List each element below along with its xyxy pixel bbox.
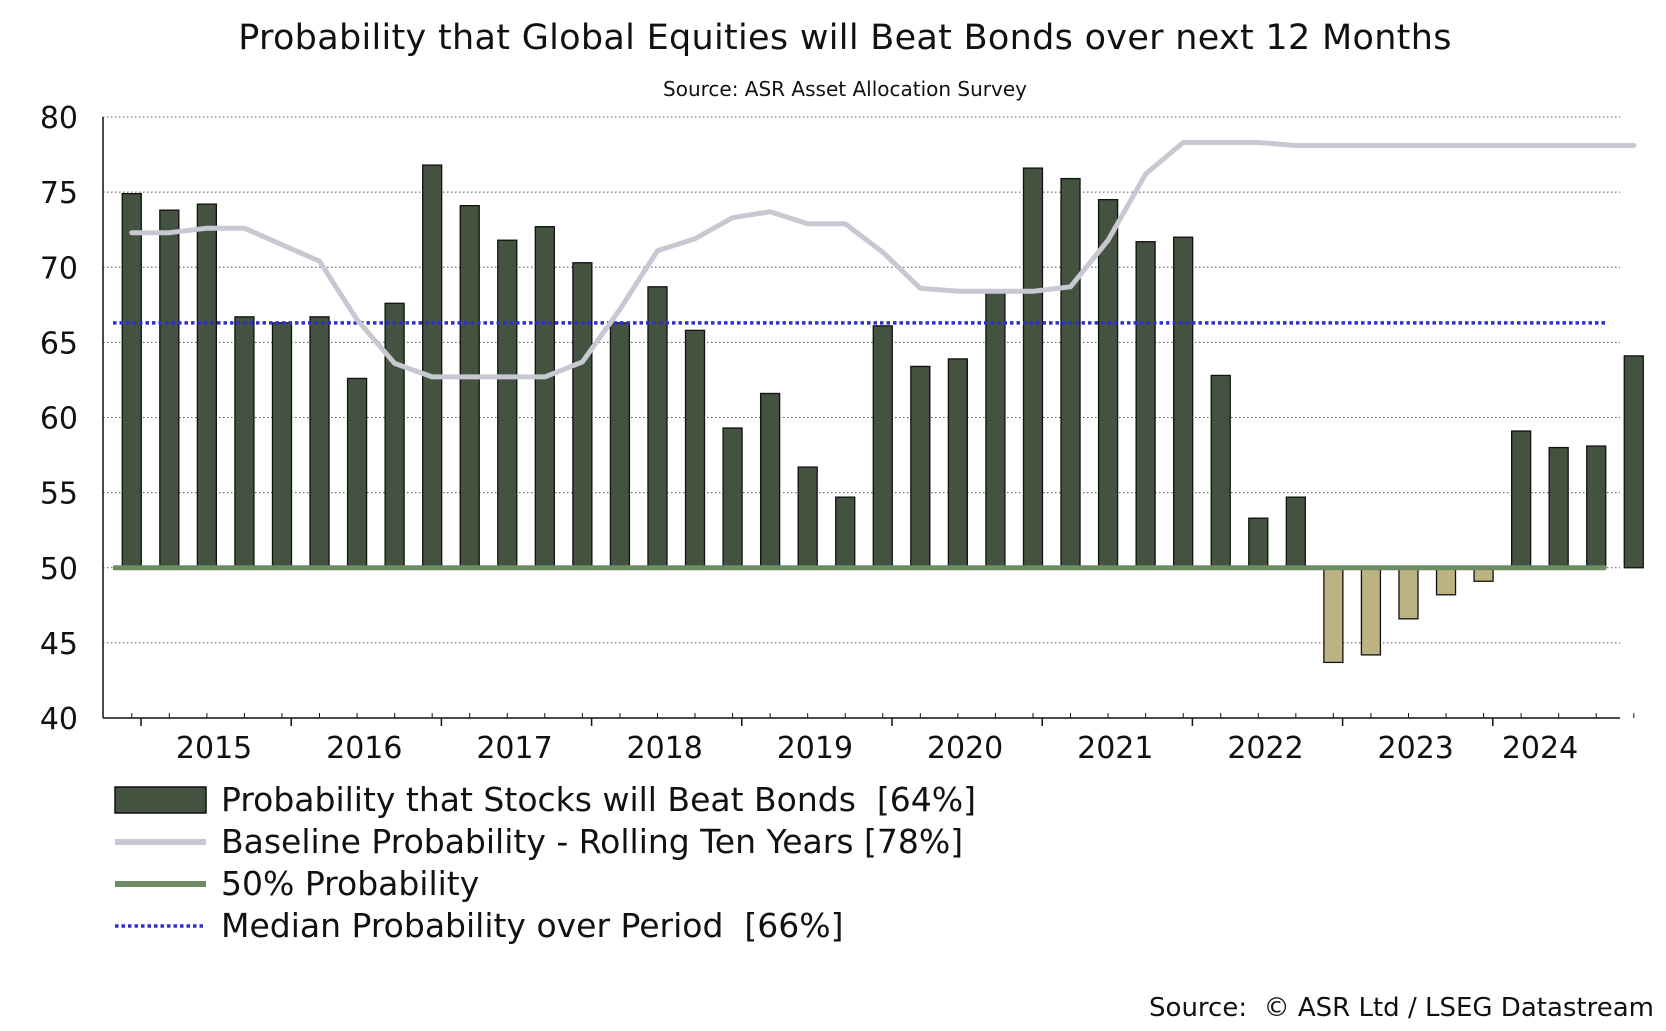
bar bbox=[121, 192, 142, 569]
bar bbox=[1022, 167, 1044, 569]
bar bbox=[1548, 446, 1569, 569]
bar bbox=[1210, 374, 1231, 569]
bar bbox=[459, 204, 480, 569]
chart-subtitle: Source: ASR Asset Allocation Survey bbox=[663, 77, 1027, 101]
bar bbox=[1285, 496, 1306, 569]
legend-item-median: Median Probability over Period [66%] bbox=[113, 906, 1113, 946]
y-tick-label: 50 bbox=[40, 552, 78, 587]
reference-lines bbox=[113, 321, 1606, 571]
x-tick-label: 2015 bbox=[176, 731, 252, 766]
x-tick-label: 2022 bbox=[1227, 731, 1303, 766]
legend-label-median: Median Probability over Period [66%] bbox=[221, 906, 844, 945]
y-tick-label: 45 bbox=[40, 627, 78, 662]
bar bbox=[1510, 430, 1532, 569]
bar bbox=[1173, 236, 1194, 569]
bar bbox=[722, 427, 743, 569]
y-tick-label: 65 bbox=[40, 326, 78, 361]
legend-item-fifty: 50% Probability bbox=[113, 864, 1113, 904]
bar bbox=[1060, 177, 1081, 569]
bar bbox=[159, 209, 180, 569]
bar bbox=[1586, 445, 1607, 569]
axis-layer: 40 45 50 55 60 65 70 75 80 2015 2016 2017 2018 2019 20… bbox=[40, 101, 1635, 766]
bar bbox=[759, 392, 781, 569]
bar bbox=[797, 466, 818, 569]
source-footer: Source: © ASR Ltd / LSEG Datastream bbox=[1149, 993, 1654, 1023]
bar bbox=[910, 365, 931, 569]
x-tick-label: 2021 bbox=[1077, 731, 1153, 766]
bar bbox=[234, 316, 255, 569]
bar bbox=[572, 262, 593, 569]
y-tick-label: 80 bbox=[40, 101, 78, 136]
bar bbox=[309, 316, 330, 569]
bar bbox=[534, 226, 555, 569]
legend-label-baseline: Baseline Probability - Rolling Ten Years… bbox=[221, 822, 964, 861]
y-tick-label: 40 bbox=[40, 702, 78, 737]
bar bbox=[647, 286, 668, 569]
y-tick-label: 75 bbox=[40, 176, 78, 211]
legend-item-baseline: Baseline Probability - Rolling Ten Years… bbox=[113, 822, 1113, 862]
y-tick-label: 55 bbox=[40, 477, 78, 512]
x-tick-label: 2016 bbox=[326, 731, 402, 766]
legend-swatch-bar bbox=[114, 786, 207, 814]
bar bbox=[835, 496, 856, 569]
baseline-line bbox=[129, 140, 1637, 380]
bar bbox=[684, 329, 706, 569]
legend-swatch-fifty bbox=[115, 881, 206, 887]
bar bbox=[422, 164, 443, 569]
legend-item-stocks: Probability that Stocks will Beat Bonds … bbox=[113, 780, 1113, 820]
bar bbox=[609, 322, 631, 569]
x-tick-label: 2017 bbox=[476, 731, 552, 766]
x-tick-label: 2024 bbox=[1502, 731, 1578, 766]
bar bbox=[1248, 517, 1269, 569]
bar-layer bbox=[121, 164, 1644, 664]
bar bbox=[1360, 567, 1382, 656]
grid-layer bbox=[103, 116, 1620, 644]
bar bbox=[1398, 567, 1419, 620]
x-tick-label: 2018 bbox=[627, 731, 703, 766]
bar bbox=[196, 203, 218, 569]
chart-title: Probability that Global Equities will Be… bbox=[238, 18, 1452, 58]
x-tick-label: 2023 bbox=[1378, 731, 1454, 766]
bar bbox=[1623, 355, 1644, 569]
legend-swatch-median bbox=[115, 924, 206, 928]
baseline-line-layer bbox=[129, 140, 1637, 380]
bar bbox=[497, 239, 518, 569]
bar bbox=[271, 322, 293, 569]
bar bbox=[384, 302, 405, 569]
bar bbox=[1097, 198, 1119, 569]
bar bbox=[1323, 567, 1344, 664]
bar bbox=[1435, 567, 1457, 596]
bar bbox=[872, 325, 893, 569]
x-tick-label: 2019 bbox=[777, 731, 853, 766]
bar bbox=[346, 377, 368, 569]
y-tick-label: 70 bbox=[40, 251, 78, 286]
legend-label-stocks: Probability that Stocks will Beat Bonds … bbox=[221, 780, 976, 819]
legend-label-fifty: 50% Probability bbox=[221, 864, 480, 903]
bar bbox=[985, 289, 1006, 569]
y-tick-label: 60 bbox=[40, 402, 78, 437]
legend-swatch-baseline bbox=[115, 839, 206, 845]
x-tick-label: 2020 bbox=[927, 731, 1003, 766]
bar bbox=[947, 358, 969, 569]
bar bbox=[1135, 241, 1156, 569]
